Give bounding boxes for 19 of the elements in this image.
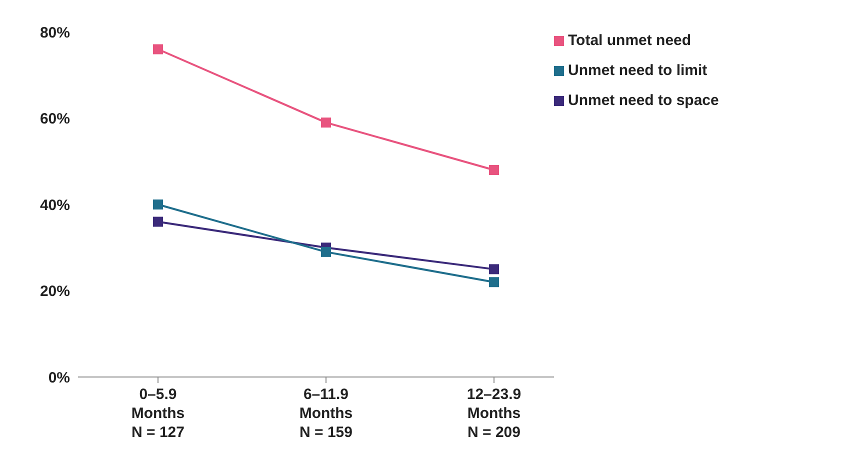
point <box>489 277 499 288</box>
y-tick-label: 80% <box>40 24 70 42</box>
point <box>153 44 163 54</box>
x-tick-label: 12–23.9 Months N = 209 <box>466 386 522 441</box>
point <box>489 165 499 175</box>
point <box>489 264 499 274</box>
point <box>321 118 331 128</box>
legend-label: Unmet need to limit <box>568 62 708 79</box>
y-tick-label: 60% <box>40 110 70 128</box>
point <box>321 246 331 257</box>
y-tick-label: 40% <box>40 196 70 214</box>
point <box>153 216 163 227</box>
x-tick-label: 6–11.9 Months N = 159 <box>299 386 353 441</box>
y-tick-label: 0% <box>48 369 70 386</box>
legend-label: Unmet need to space <box>568 92 719 109</box>
point <box>153 200 163 210</box>
legend-label: Total unmet need <box>568 32 692 49</box>
y-tick-label: 20% <box>40 283 70 300</box>
x-tick-label: 0–5.9 Months N = 127 <box>131 386 185 441</box>
